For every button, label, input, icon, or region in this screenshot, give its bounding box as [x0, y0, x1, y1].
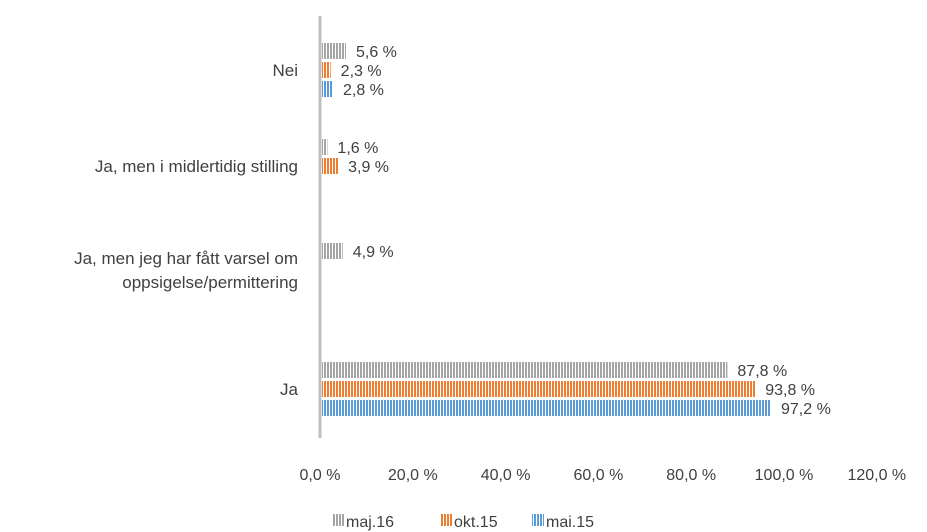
- data-label-mai.15-3: 2,8 %: [343, 82, 384, 99]
- bar-okt.15-2: [322, 158, 339, 174]
- bar-mai.15-0: [322, 400, 772, 416]
- category-label-3-line-0: Nei: [272, 61, 298, 80]
- legend-item-mai.15: mai.15: [532, 514, 594, 531]
- x-tick-label-1: 20,0 %: [388, 467, 438, 484]
- x-tick-label-6: 120,0 %: [847, 467, 906, 484]
- bar-okt.15-3: [322, 62, 331, 78]
- bar-maj.16-0: [322, 362, 728, 378]
- legend-item-maj.16: maj.16: [332, 514, 394, 531]
- x-tick-label-5: 100,0 %: [755, 467, 814, 484]
- data-label-okt.15-2: 3,9 %: [348, 159, 389, 176]
- legend-swatch-okt.15: [440, 514, 452, 526]
- category-label-0-line-0: Ja: [280, 380, 299, 399]
- legend-item-okt.15: okt.15: [440, 514, 498, 531]
- data-labels-group: 87,8 % 93,8 % 97,2 % 4,9 % 1,6 % 3,9 % 5,6 % 2,…: [337, 44, 830, 418]
- bar-maj.16-3: [322, 43, 346, 59]
- data-label-maj.16-2: 1,6 %: [337, 140, 378, 157]
- data-label-okt.15-0: 93,8 %: [765, 382, 815, 399]
- category-label-1-line-1: oppsigelse/permittering: [122, 273, 298, 292]
- x-tick-label-4: 80,0 %: [666, 467, 716, 484]
- bar-maj.16-1: [322, 243, 343, 259]
- legend-label-okt.15: okt.15: [454, 514, 498, 531]
- legend-swatch-mai.15: [532, 514, 544, 526]
- data-label-maj.16-1: 4,9 %: [353, 244, 394, 261]
- data-label-maj.16-3: 5,6 %: [356, 44, 397, 61]
- data-label-okt.15-3: 2,3 %: [341, 63, 382, 80]
- bars-group: [322, 43, 772, 416]
- legend-label-mai.15: mai.15: [546, 514, 594, 531]
- x-tick-label-3: 60,0 %: [573, 467, 623, 484]
- category-labels-group: Ja Ja, men jeg har fått varsel om oppsigel…: [74, 61, 298, 399]
- legend: maj.16 okt.15 mai.15: [332, 514, 594, 531]
- legend-label-maj.16: maj.16: [346, 514, 394, 531]
- category-label-2-line-0: Ja, men i midlertidig stilling: [95, 157, 298, 176]
- x-tick-label-0: 0,0 %: [300, 467, 341, 484]
- data-label-mai.15-0: 97,2 %: [781, 401, 831, 418]
- x-tick-label-2: 40,0 %: [481, 467, 531, 484]
- category-label-1-line-0: Ja, men jeg har fått varsel om: [74, 249, 298, 268]
- bar-mai.15-3: [322, 81, 333, 97]
- legend-swatch-maj.16: [332, 514, 344, 526]
- data-label-maj.16-0: 87,8 %: [737, 363, 787, 380]
- bar-maj.16-2: [322, 139, 328, 155]
- x-tick-labels-group: 0,0 % 20,0 % 40,0 % 60,0 % 80,0 % 100,0 % 120,…: [300, 467, 907, 484]
- bar-okt.15-0: [322, 381, 756, 397]
